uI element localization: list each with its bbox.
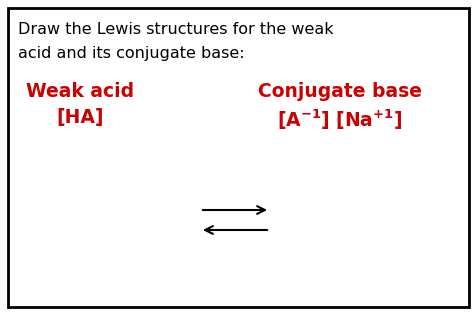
Text: Draw the Lewis structures for the weak: Draw the Lewis structures for the weak (18, 22, 333, 37)
Text: acid and its conjugate base:: acid and its conjugate base: (18, 46, 244, 61)
Text: [HA]: [HA] (56, 108, 104, 127)
Text: Conjugate base: Conjugate base (258, 82, 421, 101)
Text: $\mathbf{[A^{-1}]\ [Na^{+1}]}$: $\mathbf{[A^{-1}]\ [Na^{+1}]}$ (277, 108, 402, 133)
Text: Weak acid: Weak acid (26, 82, 134, 101)
